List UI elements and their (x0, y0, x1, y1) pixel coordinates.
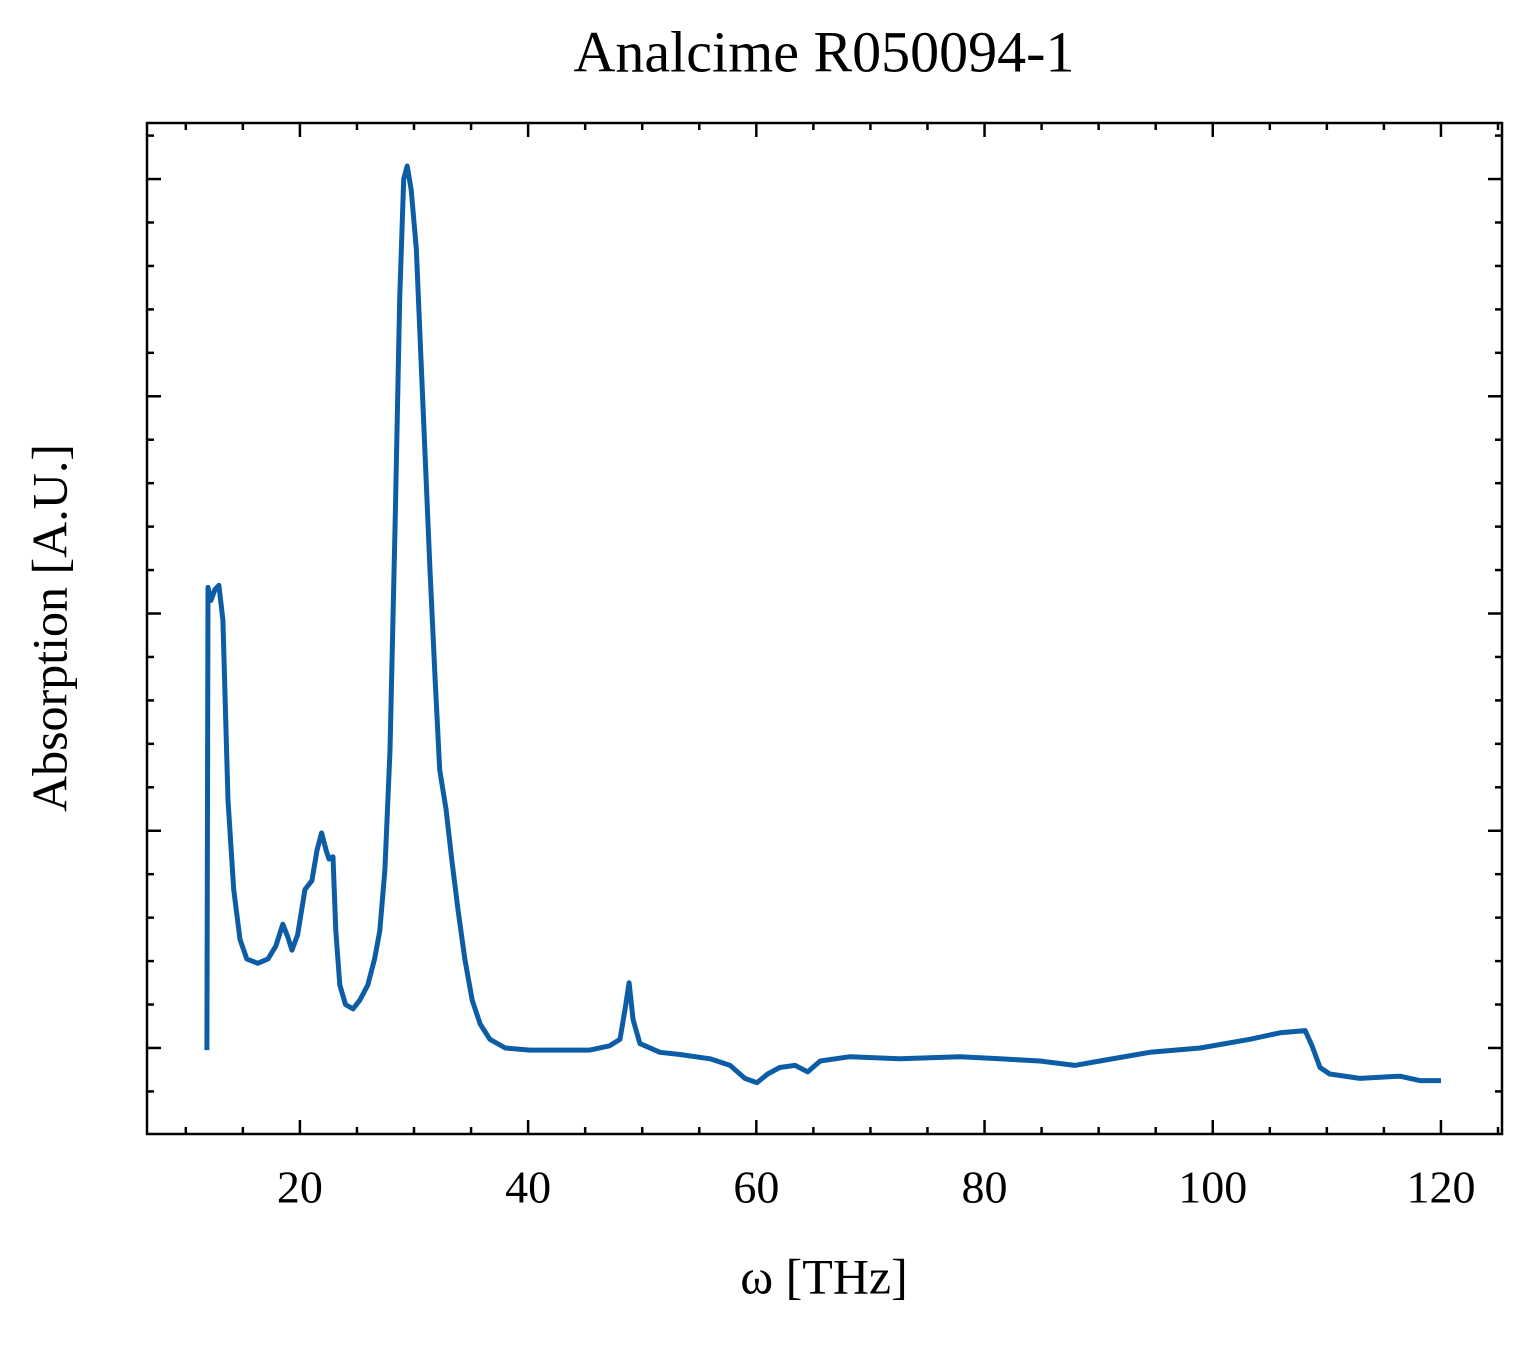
x-tick-label: 100 (1178, 1162, 1247, 1213)
x-tick-label: 60 (733, 1162, 779, 1213)
x-tick-label: 120 (1406, 1162, 1475, 1213)
x-tick-label: 20 (277, 1162, 323, 1213)
data-line (204, 163, 1441, 1086)
x-axis-label: ω [THz] (740, 1248, 908, 1304)
chart-title: Analcime R050094-1 (574, 19, 1075, 84)
y-axis-label: Absorption [A.U.] (21, 444, 77, 812)
x-tick-label: 80 (962, 1162, 1008, 1213)
plot-frame (145, 121, 1504, 1136)
x-tick-label: 40 (505, 1162, 551, 1213)
